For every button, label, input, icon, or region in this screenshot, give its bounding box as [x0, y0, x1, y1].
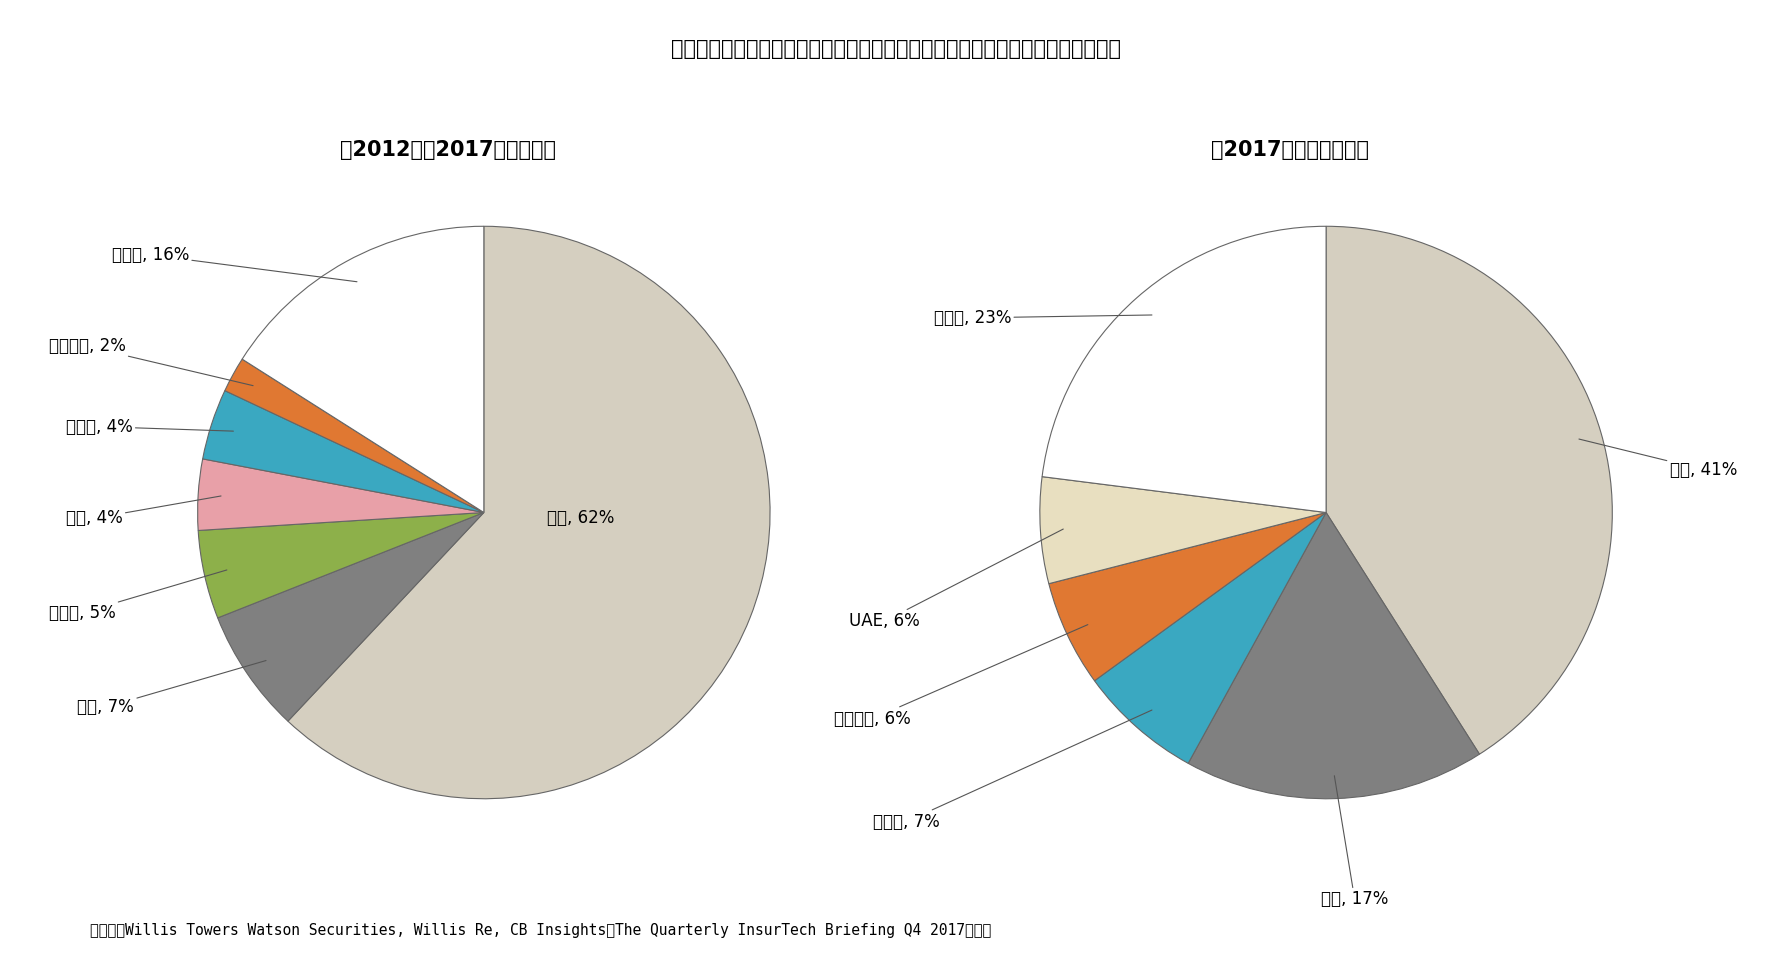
Wedge shape [1048, 513, 1326, 681]
Wedge shape [242, 226, 484, 513]
Wedge shape [1039, 477, 1326, 584]
Text: その他, 23%: その他, 23% [934, 308, 1152, 327]
Wedge shape [217, 513, 484, 721]
Text: グラフ３　資金調達を行ったインシュアテックスタートアップの拠点国分布状況: グラフ３ 資金調達を行ったインシュアテックスタートアップの拠点国分布状況 [670, 39, 1122, 59]
Wedge shape [1326, 226, 1613, 754]
Wedge shape [202, 391, 484, 513]
Text: フランス, 2%: フランス, 2% [48, 337, 253, 386]
Text: 中国, 4%: 中国, 4% [66, 496, 220, 527]
Text: インド, 4%: インド, 4% [66, 418, 233, 436]
Text: UAE, 6%: UAE, 6% [849, 529, 1063, 630]
Wedge shape [289, 226, 771, 799]
Wedge shape [1095, 513, 1326, 763]
Wedge shape [1043, 226, 1326, 513]
Text: 「2012年～2017年全案件」: 「2012年～2017年全案件」 [340, 140, 556, 161]
Text: 「2017年第４四半期」: 「2017年第４四半期」 [1211, 140, 1369, 161]
Text: その他, 16%: その他, 16% [111, 246, 357, 281]
Text: 英国, 7%: 英国, 7% [77, 660, 265, 717]
Text: ドイツ, 5%: ドイツ, 5% [48, 570, 228, 622]
Wedge shape [1188, 513, 1480, 799]
Text: インド, 7%: インド, 7% [873, 710, 1152, 831]
Text: 米国, 62%: 米国, 62% [547, 510, 615, 527]
Text: フランス, 6%: フランス, 6% [835, 625, 1088, 727]
Wedge shape [224, 359, 484, 513]
Wedge shape [197, 459, 484, 531]
Text: 米国, 41%: 米国, 41% [1579, 439, 1736, 479]
Text: （資料）Willis Towers Watson Securities, Willis Re, CB Insights「The Quarterly InsurT: （資料）Willis Towers Watson Securities, Wil… [90, 923, 991, 938]
Text: 英国, 17%: 英国, 17% [1321, 776, 1389, 908]
Wedge shape [199, 513, 484, 618]
